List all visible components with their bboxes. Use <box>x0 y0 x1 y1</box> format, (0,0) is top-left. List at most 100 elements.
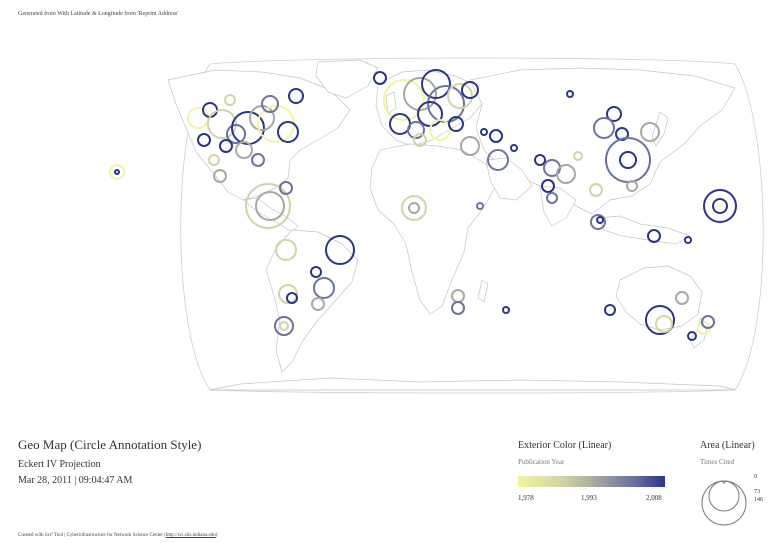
area-legend: Area (Linear) Times Cited 0 73 146 <box>700 440 780 530</box>
africa <box>369 143 497 315</box>
data-circle <box>311 297 325 311</box>
color-gradient-bar <box>518 476 665 487</box>
data-circle <box>589 183 603 197</box>
data-circle <box>596 216 604 224</box>
data-circle <box>277 121 299 143</box>
data-circle <box>261 95 279 113</box>
data-circle <box>219 139 233 153</box>
north-america <box>167 69 351 201</box>
data-circle <box>373 71 387 85</box>
continents <box>167 59 736 391</box>
color-tick-mid: 1,993 <box>581 494 597 502</box>
footer-end: ) <box>215 533 218 538</box>
data-circle <box>451 289 465 303</box>
data-circle <box>213 169 227 183</box>
data-circle <box>245 183 291 229</box>
data-circle <box>251 153 265 167</box>
data-circle <box>448 116 464 132</box>
australia <box>615 265 703 331</box>
data-circle <box>325 235 355 265</box>
data-circle <box>413 133 427 147</box>
data-circle <box>279 321 289 331</box>
footer-credit: Created with Sci² Tool | Cyberinfrastruc… <box>18 533 217 538</box>
data-circle <box>429 119 451 141</box>
data-circle <box>187 107 209 129</box>
data-circle <box>451 301 465 315</box>
data-circle <box>403 77 437 111</box>
data-circle <box>604 304 616 316</box>
map-title: Geo Map (Circle Annotation Style) <box>18 437 202 452</box>
data-circle <box>684 236 692 244</box>
data-circle <box>235 141 253 159</box>
data-circle <box>510 144 518 152</box>
data-circle <box>278 284 298 304</box>
world-map <box>109 57 764 394</box>
data-circle <box>310 266 322 278</box>
data-circle <box>703 189 737 223</box>
data-circle <box>461 81 479 99</box>
map-source-note: Generated from With Latitude & Longitude… <box>18 11 179 17</box>
data-circle <box>640 122 660 142</box>
data-circle <box>534 154 546 166</box>
data-circle <box>460 136 480 156</box>
timestamp: Mar 28, 2011 | 09:04:47 AM <box>18 475 133 486</box>
data-circle <box>701 315 715 329</box>
area-value-max: 146 <box>754 497 763 503</box>
projection-label: Eckert IV Projection <box>18 459 101 470</box>
greenland <box>315 59 379 99</box>
data-circle <box>421 69 451 99</box>
color-legend-title: Exterior Color (Linear) <box>518 440 612 451</box>
color-tick-max: 2,008 <box>646 494 662 502</box>
data-circle <box>208 154 220 166</box>
data-circle <box>626 180 638 192</box>
uk <box>385 91 397 115</box>
data-circle <box>286 292 298 304</box>
madagascar <box>477 279 489 303</box>
area-value-min: 0 <box>754 474 757 480</box>
data-circle <box>489 129 503 143</box>
antarctica <box>209 377 736 391</box>
data-circle <box>593 117 615 139</box>
data-circle <box>114 169 120 175</box>
data-circle <box>487 149 509 171</box>
indonesia <box>597 215 691 245</box>
data-circle <box>408 202 420 214</box>
data-circle <box>556 164 576 184</box>
data-circle <box>615 127 629 141</box>
data-circle <box>197 133 211 147</box>
data-circle <box>546 192 558 204</box>
data-circle <box>224 94 236 106</box>
data-circle <box>109 164 125 180</box>
data-circle <box>619 151 637 169</box>
data-circle <box>401 195 427 221</box>
color-legend: Exterior Color (Linear) Publication Year… <box>518 440 668 502</box>
area-legend-circles <box>701 480 747 526</box>
data-circle <box>606 106 622 122</box>
data-circle <box>447 83 473 109</box>
data-circle <box>407 121 425 139</box>
area-legend-subtitle: Times Cited <box>700 458 735 466</box>
data-circle <box>645 305 675 335</box>
data-circle <box>590 214 606 230</box>
data-circle <box>279 181 293 195</box>
area-legend-title: Area (Linear) <box>700 440 755 451</box>
data-circle <box>313 277 335 299</box>
india <box>539 185 577 227</box>
data-circle <box>655 315 673 333</box>
data-circle <box>541 179 555 193</box>
footer-link[interactable]: http://sci.slis.indiana.edu <box>165 533 216 538</box>
data-circle <box>275 239 297 261</box>
data-circle <box>573 151 583 161</box>
data-circle <box>502 306 510 314</box>
data-circle <box>687 331 697 341</box>
data-circle <box>288 88 304 104</box>
footer-text: Created with Sci² Tool | Cyberinfrastruc… <box>18 533 166 538</box>
data-circle <box>274 316 294 336</box>
circle-annotations <box>109 69 737 341</box>
data-circle <box>647 229 661 243</box>
color-legend-subtitle: Publication Year <box>518 458 565 466</box>
data-circle <box>226 124 246 144</box>
data-circle <box>476 202 484 210</box>
data-circle <box>255 191 285 221</box>
color-tick-min: 1,978 <box>518 494 534 502</box>
